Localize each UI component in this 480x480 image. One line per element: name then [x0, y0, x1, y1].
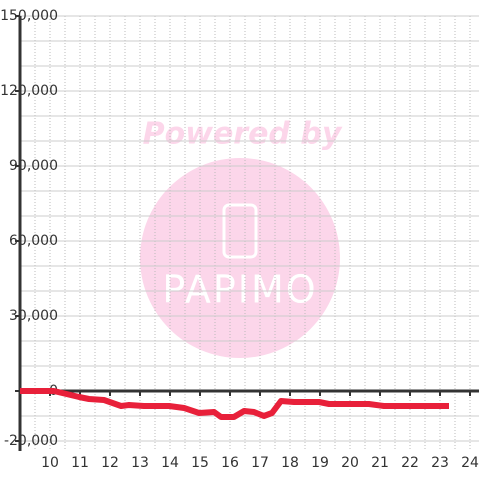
- y-tick-label: 120,000: [0, 83, 58, 99]
- data-line: [20, 388, 449, 420]
- x-tick-label: 16: [221, 455, 239, 471]
- x-tick-label: 10: [41, 455, 59, 471]
- x-tick-label: 22: [401, 455, 419, 471]
- x-tick-label: 14: [161, 455, 179, 471]
- watermark-logo: PAPIMO: [162, 268, 317, 312]
- x-tick-label: 19: [311, 455, 329, 471]
- x-tick-label: 17: [251, 455, 269, 471]
- x-tick-label: 23: [431, 455, 449, 471]
- y-tick-label: -20,000: [4, 433, 58, 449]
- x-tick-label: 24: [461, 455, 479, 471]
- x-tick-label: 15: [191, 455, 209, 471]
- x-tick-label: 20: [341, 455, 359, 471]
- y-tick-label: 150,000: [0, 8, 58, 24]
- watermark-text: Powered by: [143, 117, 343, 152]
- x-tick-label: 18: [281, 455, 299, 471]
- watermark: Powered by PAPIMO: [140, 117, 343, 358]
- x-tick-label: 13: [131, 455, 149, 471]
- x-tick-label: 21: [371, 455, 389, 471]
- watermark-phone: [222, 203, 258, 259]
- x-tick-label: 12: [101, 455, 119, 471]
- x-tick-label: 11: [71, 455, 89, 471]
